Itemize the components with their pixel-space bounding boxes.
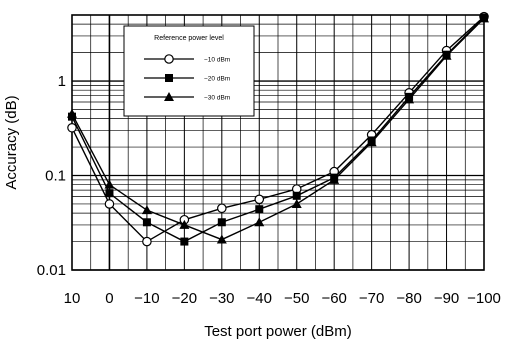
series-3 [67,13,489,244]
y-tick-label: 0.1 [45,168,66,185]
marker-circle [164,54,174,64]
series-line [71,17,485,241]
marker-triangle [254,217,265,227]
marker-circle [67,122,77,133]
y-tick-label: 1 [58,73,66,90]
series-line [71,16,485,243]
x-tick-label: −70 [359,290,384,307]
marker-triangle [216,234,227,244]
legend-label: −10 dBm [204,57,230,64]
x-tick-label: −10 [134,290,159,307]
marker-square [292,191,301,200]
marker-square [105,189,114,198]
marker-triangle [179,219,190,229]
series-line [71,17,485,243]
marker-triangle [141,205,152,215]
legend-item: −20 dBm [144,74,230,83]
marker-square [180,237,189,246]
x-tick-label: 0 [105,290,113,307]
y-tick-label: 0.01 [37,262,66,279]
x-tick-label: 10 [64,290,81,307]
marker-triangle [441,50,452,60]
marker-triangle [366,137,377,147]
tick-labels: 10 0 −10 −20 −30 −40 −50 −60 −70 −80 −90 −100 0.01 0.… [37,73,501,307]
marker-triangle [104,179,115,189]
marker-square [217,218,226,227]
legend-title: Reference power level [154,35,224,42]
x-tick-label: −60 [321,290,346,307]
legend-item: −10 dBm [144,54,230,64]
plot-frame [71,14,485,271]
marker-triangle [479,13,489,23]
x-tick-label: −100 [467,290,501,307]
x-tick-label: −30 [209,290,234,307]
axes [71,14,485,271]
legend-box [123,25,255,117]
marker-triangle [329,174,340,184]
series-group [67,11,489,247]
x-axis-title: Test port power (dBm) [204,323,352,340]
x-tick-label: −90 [434,290,459,307]
marker-circle [254,194,265,205]
marker-triangle [67,108,77,118]
marker-square [255,205,264,214]
marker-square [165,74,173,82]
marker-circle [142,236,152,247]
x-tick-label: −40 [247,290,272,307]
x-tick-label: −80 [396,290,421,307]
marker-circle [104,199,115,209]
y-axis-title: Accuracy (dB) [3,95,20,189]
marker-square [142,218,151,227]
marker-triangle [164,92,174,101]
marker-circle [217,203,227,214]
x-tick-label: −50 [284,290,309,307]
legend-item: −30 dBm [144,92,230,102]
legend-label: −30 dBm [204,95,230,102]
marker-triangle [291,198,302,208]
x-tick-label: −20 [172,290,197,307]
marker-triangle [404,94,415,104]
legend-label: −20 dBm [204,76,230,83]
legend: Reference power level −10 dBm −20 dBm −30 d… [123,25,255,117]
